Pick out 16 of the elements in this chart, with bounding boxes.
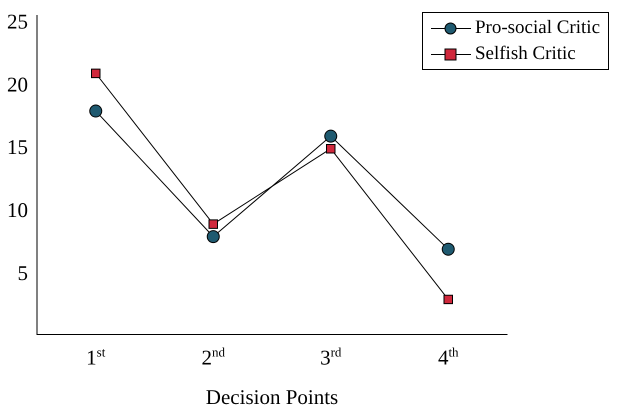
point (89, 104, 102, 118)
y-tick-label: 20 (7, 72, 28, 96)
y-tick-label: 10 (7, 198, 28, 222)
point (208, 219, 218, 229)
point (442, 242, 455, 256)
legend-label: Pro-social Critic (474, 16, 600, 40)
legend-label: Selfish Critic (474, 42, 576, 66)
point (444, 294, 453, 304)
point (324, 130, 338, 143)
x-axis-title: Decision Points (206, 384, 338, 409)
y-tick-label: 5 (18, 260, 28, 285)
point (326, 144, 336, 154)
y-tick-label: 25 (7, 10, 28, 34)
point (206, 230, 220, 244)
y-tick-label: 15 (7, 135, 28, 160)
point (91, 68, 100, 78)
